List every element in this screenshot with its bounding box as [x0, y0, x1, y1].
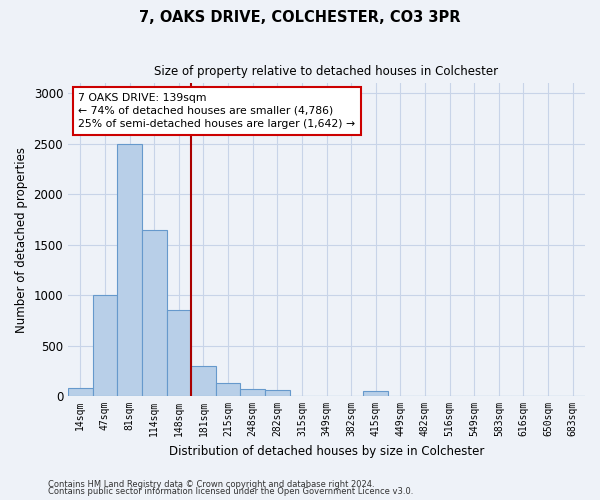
Text: 7 OAKS DRIVE: 139sqm
← 74% of detached houses are smaller (4,786)
25% of semi-de: 7 OAKS DRIVE: 139sqm ← 74% of detached h…	[79, 92, 356, 129]
X-axis label: Distribution of detached houses by size in Colchester: Distribution of detached houses by size …	[169, 444, 484, 458]
Bar	[117, 144, 142, 396]
Text: Contains public sector information licensed under the Open Government Licence v3: Contains public sector information licen…	[48, 487, 413, 496]
Bar	[216, 383, 241, 396]
Bar	[364, 391, 388, 396]
Text: Contains HM Land Registry data © Crown copyright and database right 2024.: Contains HM Land Registry data © Crown c…	[48, 480, 374, 489]
Title: Size of property relative to detached houses in Colchester: Size of property relative to detached ho…	[154, 65, 499, 78]
Bar	[265, 390, 290, 396]
Bar	[68, 388, 92, 396]
Bar	[142, 230, 167, 396]
Y-axis label: Number of detached properties: Number of detached properties	[15, 146, 28, 332]
Bar	[92, 295, 117, 396]
Bar	[167, 310, 191, 396]
Bar	[241, 389, 265, 396]
Bar	[191, 366, 216, 396]
Text: 7, OAKS DRIVE, COLCHESTER, CO3 3PR: 7, OAKS DRIVE, COLCHESTER, CO3 3PR	[139, 10, 461, 25]
